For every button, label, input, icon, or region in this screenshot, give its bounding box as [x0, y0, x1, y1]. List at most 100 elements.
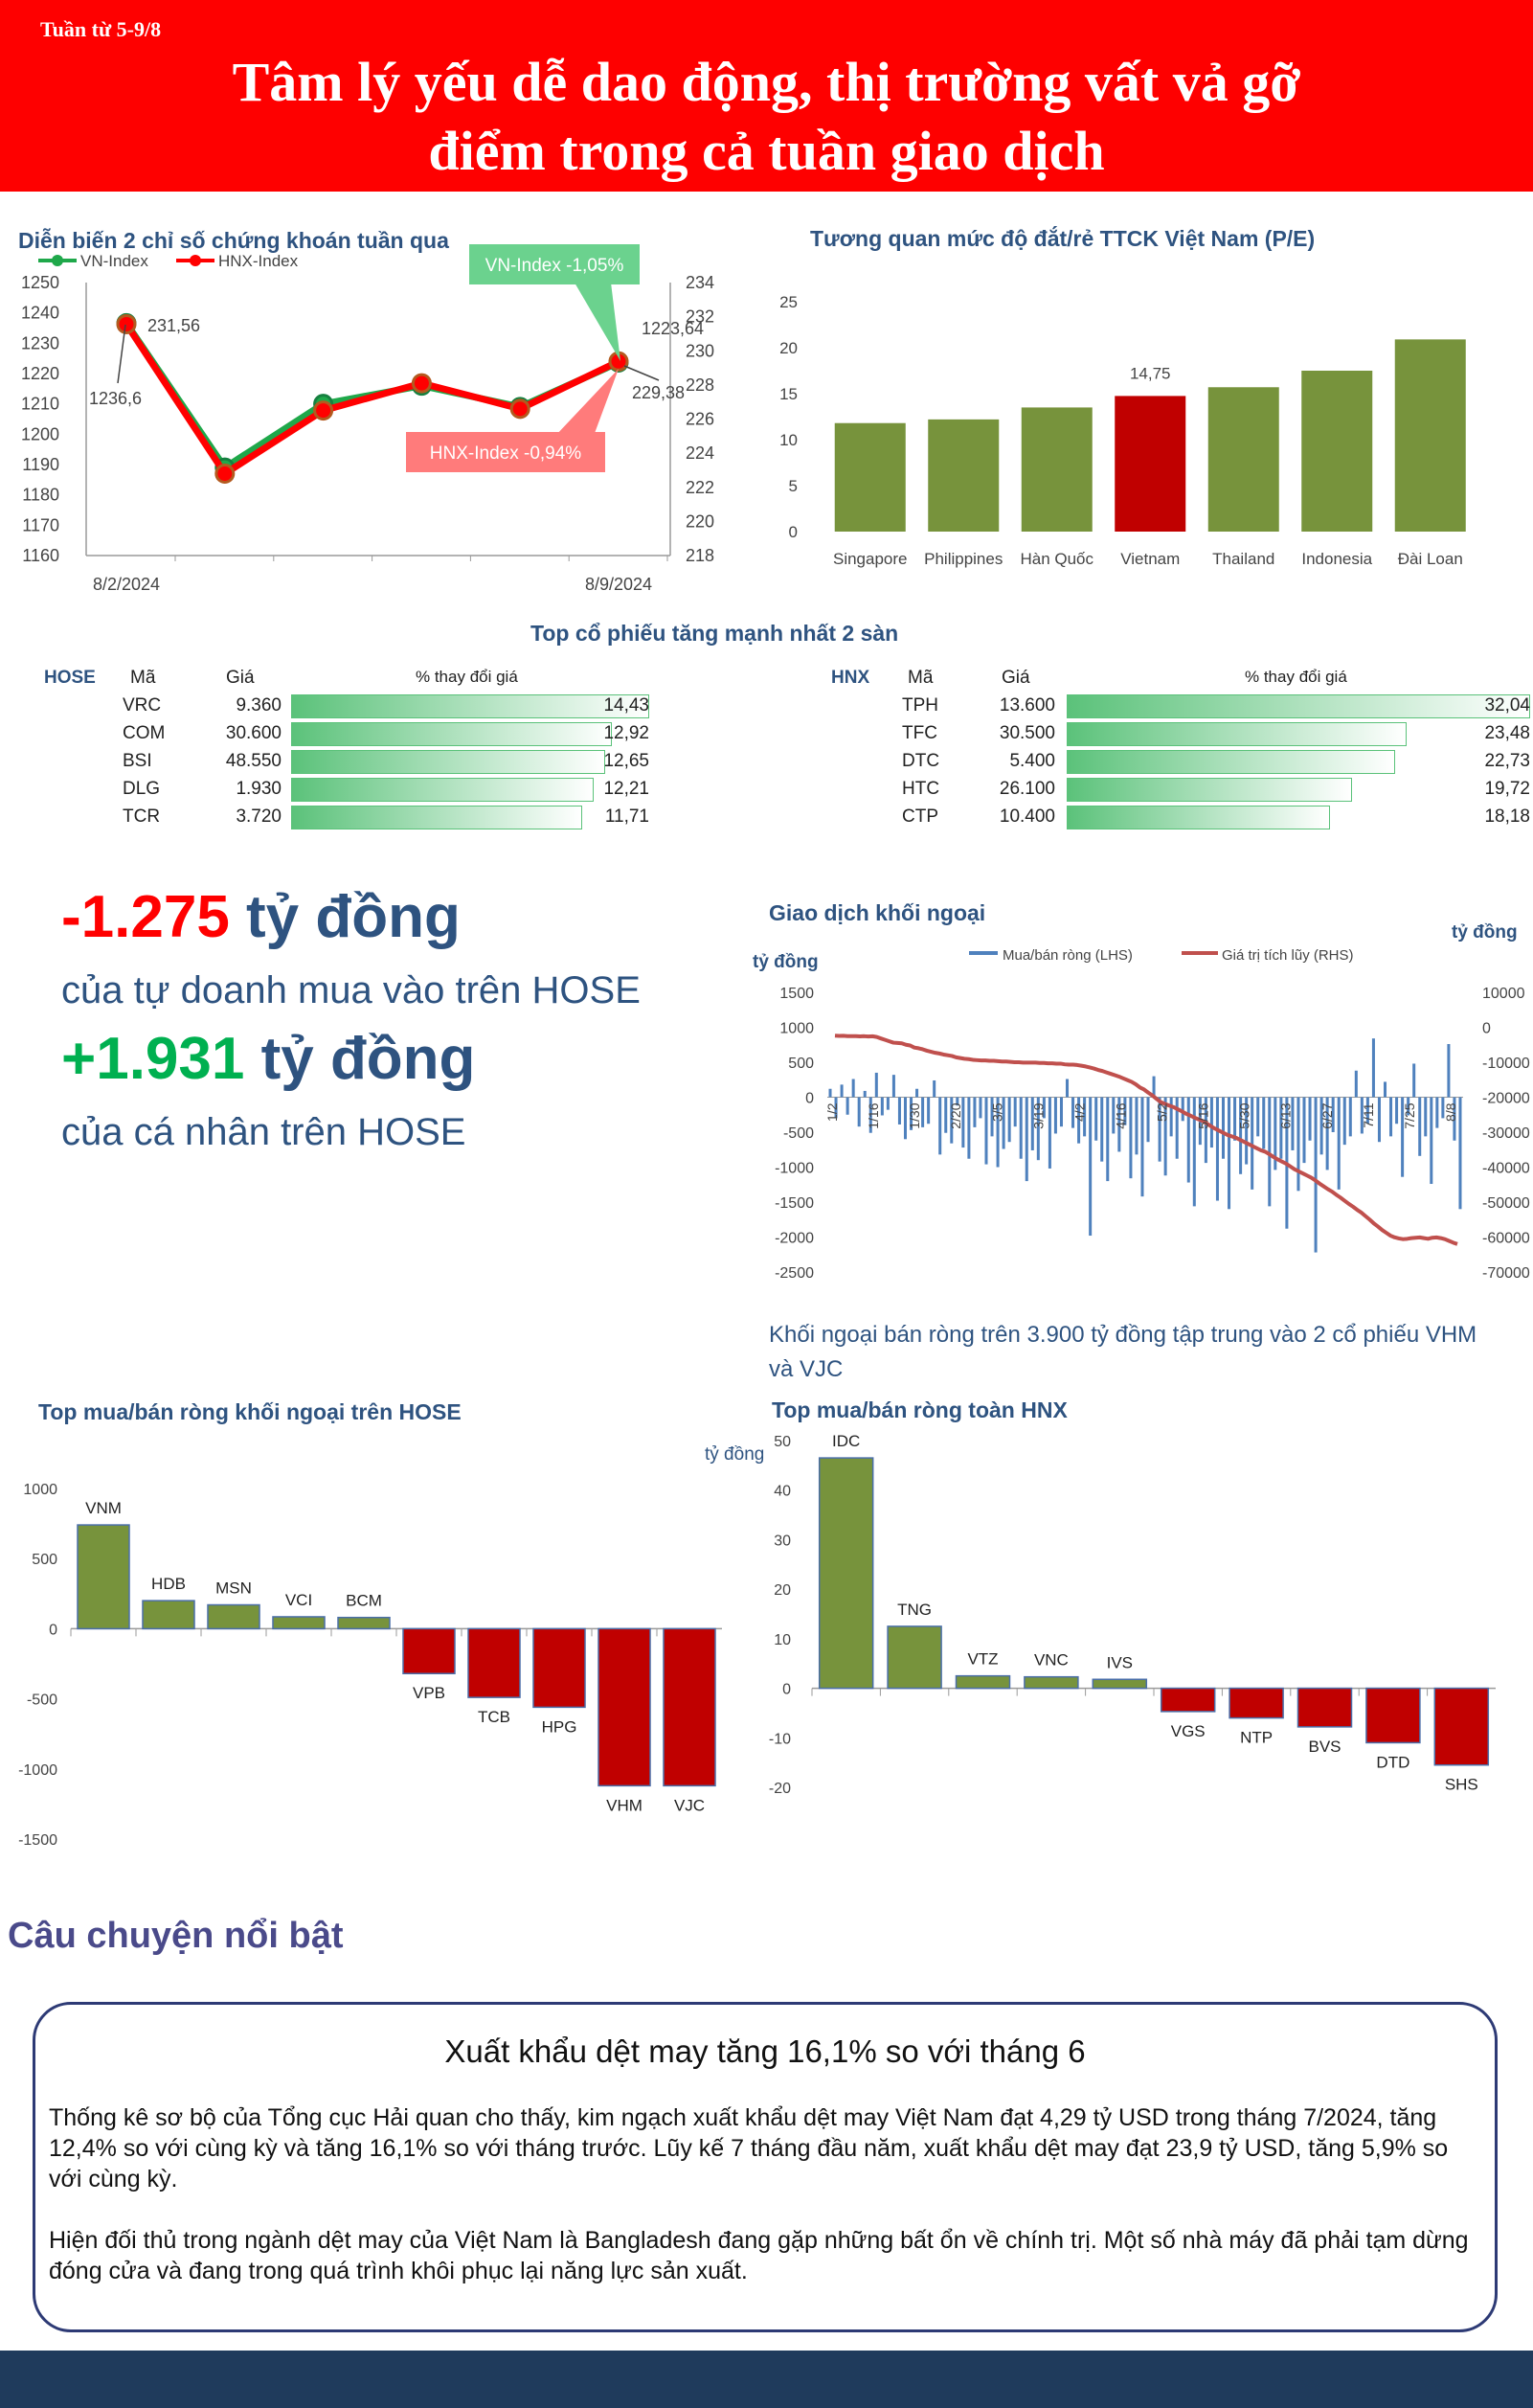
flow-y-tick-right: 0 [1482, 1021, 1491, 1037]
flow-bar [1152, 1076, 1156, 1098]
fb-y-tick: 500 [32, 1552, 57, 1568]
flow-bar [1036, 1097, 1040, 1161]
y-tick-right: 224 [686, 443, 714, 463]
fb-bar [207, 1603, 260, 1630]
flow-bar [944, 1097, 948, 1133]
footer-bar [0, 2351, 1533, 2408]
fb-bar [467, 1627, 521, 1698]
flow-bar [1094, 1097, 1098, 1141]
flow-bar [1337, 1097, 1341, 1190]
top-gainers-title: Top cổ phiếu tăng mạnh nhất 2 sàn [530, 621, 899, 646]
hose-foreign-title: Top mua/bán ròng khối ngoại trên HOSE [38, 1399, 462, 1424]
flow-bar [1384, 1081, 1387, 1098]
flow-x-tick: 1/16 [866, 1102, 881, 1128]
flow-bar [886, 1097, 890, 1110]
hnx-table-header: HNX Mã Giá % thay đổi giá [829, 665, 1533, 693]
flow-x-tick: 1/30 [907, 1102, 922, 1128]
gainer-change-bar [1067, 722, 1407, 746]
gainer-change-bar [291, 722, 612, 746]
flow-x-tick: 3/5 [989, 1102, 1004, 1122]
week-label: Tuần từ 5-9/8 [40, 17, 162, 41]
gainer-change-bar [291, 750, 605, 774]
flow-bar [1135, 1097, 1138, 1155]
flow-x-tick: 2/20 [948, 1102, 963, 1128]
flow-right-unit: tỷ đồng [1452, 922, 1518, 943]
pe-x-label: Đài Loan [1398, 550, 1463, 568]
fb-bar [955, 1674, 1011, 1690]
flow-bar [1365, 1097, 1369, 1124]
hnx-last-label: 229,38 [632, 383, 685, 402]
flow-bar [938, 1097, 942, 1155]
flow-bar [1268, 1097, 1272, 1207]
hose-foreign-chart: 1000 500 0 -500 -1000 -1500 VNM HDB MSN VCI BCM VPB… [18, 1482, 722, 1849]
fb-y-tick: 30 [774, 1533, 791, 1549]
gainer-row: COM 30.600 12,92 [38, 720, 661, 748]
gainer-price: 10.400 [999, 806, 1055, 827]
fb-y-tick: 40 [774, 1484, 791, 1500]
flow-bar [1354, 1070, 1358, 1098]
flow-bar [1251, 1097, 1254, 1190]
flow-bar [1077, 1097, 1081, 1144]
flow-bar [1140, 1097, 1144, 1197]
hnx-index-point [116, 313, 137, 334]
fb-bar-label: IDC [832, 1432, 860, 1450]
hnx-index-point [509, 398, 530, 420]
hnx-first-label: 231,56 [147, 316, 200, 335]
flow-legend-bar-swatch [969, 951, 998, 955]
fb-bar-label: VHM [606, 1796, 643, 1814]
fb-bar [1296, 1687, 1353, 1728]
fb-bar-label: TNG [897, 1601, 932, 1619]
flow-y-tick-right: -70000 [1482, 1265, 1530, 1282]
hnx-callout-box [406, 432, 605, 472]
gainer-row: HTC 26.100 19,72 [829, 776, 1533, 804]
flow-bar [845, 1097, 849, 1115]
flow-legend-line-label: Giá trị tích lũy (RHS) [1222, 947, 1354, 964]
flow-x-tick: 7/11 [1361, 1102, 1376, 1127]
x-tick-label: 8/2/2024 [93, 575, 160, 594]
gainer-code: DLG [123, 779, 161, 799]
flow-bar [979, 1097, 982, 1119]
flow-bar [1233, 1097, 1237, 1141]
gainer-change-value: 12,65 [603, 751, 649, 771]
fb-y-tick: -500 [27, 1692, 57, 1709]
flow-bar [1019, 1097, 1023, 1159]
fb-y-tick: -1500 [18, 1832, 57, 1849]
fb-bar-label: HPG [542, 1717, 577, 1736]
fb-bar-label: VGS [1171, 1722, 1206, 1740]
pe-bar-chart: 25 20 15 10 5 0 Singapore Philippines Hàn Quốc Vi… [779, 293, 1466, 568]
fb-bar [1433, 1687, 1490, 1766]
hnx-index-point [313, 400, 334, 421]
fb-y-tick: 20 [774, 1582, 791, 1599]
fb-bar [1229, 1687, 1284, 1719]
flow-bar [1007, 1097, 1011, 1143]
gainer-row: CTP 10.400 18,18 [829, 804, 1533, 831]
flow-bar [1071, 1097, 1075, 1128]
gainer-code: TFC [902, 723, 937, 743]
index-chart-title: Diễn biến 2 chỉ số chứng khoán tuần qua [18, 228, 449, 253]
flow-y-tick-right: -60000 [1482, 1231, 1530, 1247]
flow-bar [961, 1097, 965, 1148]
flow-y-tick-left: -2000 [775, 1231, 814, 1247]
fb-bar-label: TCB [478, 1708, 510, 1726]
gainer-row: TPH 13.600 32,04 [829, 693, 1533, 720]
gainer-change-value: 32,04 [1484, 695, 1530, 716]
y-tick-left: 1220 [21, 364, 59, 383]
flow-bar [990, 1097, 994, 1137]
legend-vn-label: VN-Index [80, 252, 148, 270]
fb-bar [77, 1524, 130, 1630]
flow-y-tick-left: 1500 [779, 986, 814, 1002]
y-tick-left: 1240 [21, 304, 59, 323]
pe-y-tick: 10 [779, 431, 798, 449]
flow-bar [1418, 1097, 1422, 1156]
index-line-chart: 1250 1240 1230 1220 1210 1200 1190 1180 1170 1160… [21, 244, 714, 594]
flow-bar [1146, 1097, 1150, 1143]
fb-bar [663, 1627, 716, 1787]
flow-bar [984, 1097, 988, 1165]
flow-y-tick-right: -50000 [1482, 1195, 1530, 1212]
flow-y-tick-left: -500 [783, 1125, 814, 1142]
vn-last-label: 1223,64 [642, 319, 704, 338]
gainer-code: HTC [902, 779, 940, 799]
x-tick-label: 8/9/2024 [585, 575, 652, 594]
flow-x-tick: 8/8 [1443, 1102, 1458, 1122]
gainer-row: TFC 30.500 23,48 [829, 720, 1533, 748]
